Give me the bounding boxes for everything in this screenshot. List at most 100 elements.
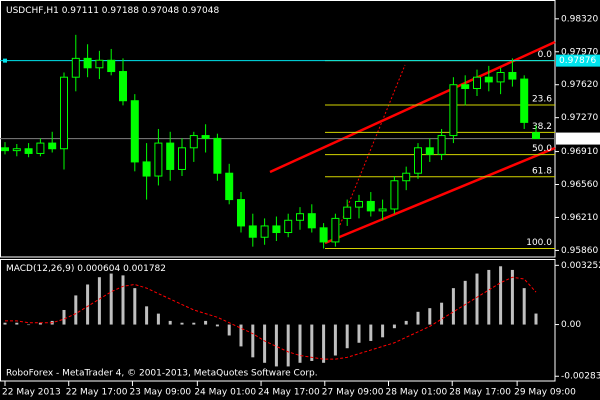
macd-bar xyxy=(27,324,31,326)
candle-body xyxy=(449,84,458,137)
macd-bar xyxy=(404,320,408,325)
macd-bar xyxy=(38,322,42,325)
candle-body xyxy=(307,213,316,229)
macd-bar xyxy=(463,280,467,325)
macd-bar xyxy=(62,309,66,325)
macd-bar xyxy=(168,320,172,325)
y-tick-label: 0.96910 xyxy=(561,147,598,157)
candle-body xyxy=(213,137,222,174)
x-tick-label: 24 May 01:00 xyxy=(194,388,256,398)
macd-bar xyxy=(204,320,208,325)
candle-body xyxy=(461,84,470,89)
macd-bar xyxy=(322,324,326,363)
candle-body xyxy=(331,217,340,243)
macd-bar xyxy=(369,324,373,341)
x-tick-label: 23 May 09:00 xyxy=(129,388,191,398)
candle-body xyxy=(296,213,304,221)
macd-bar xyxy=(180,322,184,325)
candle-body xyxy=(24,148,33,154)
y-tick-label: 0.96210 xyxy=(561,213,598,223)
macd-bar xyxy=(145,306,149,325)
main-panel-frame xyxy=(0,0,556,258)
candle-body xyxy=(402,172,411,182)
candle-body xyxy=(520,78,529,123)
candle-body xyxy=(496,71,505,83)
hline-tag xyxy=(556,54,600,67)
candle-body xyxy=(178,147,186,170)
macd-value: 0.000604 xyxy=(77,264,120,274)
macd-bar xyxy=(534,313,538,325)
header-close: 0.97048 xyxy=(182,6,219,16)
candle-body xyxy=(390,180,399,210)
candle-body xyxy=(355,200,363,208)
x-tick-label: 27 May 09:00 xyxy=(322,388,384,398)
candle-body xyxy=(473,76,481,89)
footer: RoboForex - MetaTrader 4, © 2001-2013, M… xyxy=(6,369,318,379)
candle-body xyxy=(36,142,45,154)
macd-bar xyxy=(74,295,78,325)
y-tick-label: 0.97970 xyxy=(561,47,598,57)
macd-bar xyxy=(156,313,160,325)
candle-body xyxy=(71,57,80,78)
y-tick-label: 0.97270 xyxy=(561,113,598,123)
fib-label: 61.8 xyxy=(532,166,552,176)
macd-bar xyxy=(239,324,243,347)
macd-header: MACD(12,26,9) 0.000604 0.001782 xyxy=(6,264,166,274)
x-tick-label: 28 May 17:00 xyxy=(449,388,511,398)
y-tick-label: 0.00 xyxy=(561,320,581,330)
macd-bar xyxy=(416,311,420,325)
x-tick-label: 24 May 17:00 xyxy=(258,388,320,398)
fib-label: 38.2 xyxy=(532,122,552,132)
candle-body xyxy=(60,76,68,150)
macd-bar xyxy=(97,277,101,325)
candle-body xyxy=(343,206,352,219)
candle-body xyxy=(378,208,387,212)
candle-body xyxy=(248,225,257,238)
candle-body xyxy=(189,135,198,149)
x-tick-label: 29 May 09:00 xyxy=(514,388,576,398)
y-tick-label: 0.003252 xyxy=(561,261,600,271)
macd-bar xyxy=(381,324,385,338)
candle-body xyxy=(414,147,422,174)
macd-bar xyxy=(274,324,278,367)
macd-title: MACD(12,26,9) xyxy=(6,264,74,274)
price-tag xyxy=(556,132,600,145)
candle-body xyxy=(95,59,104,69)
candle-body xyxy=(425,147,434,155)
x-tick-label: 28 May 01:00 xyxy=(386,388,448,398)
fib-label: 100.0 xyxy=(526,238,552,248)
macd-bar xyxy=(345,324,349,349)
macd-bar xyxy=(499,266,503,325)
candle-body xyxy=(225,172,234,201)
candle-body xyxy=(12,148,21,152)
candle-body xyxy=(437,135,446,155)
macd-panel-frame xyxy=(0,259,556,382)
macd-bar xyxy=(487,269,491,325)
candle-body xyxy=(260,225,269,238)
macd-bar xyxy=(227,324,231,336)
y-tick-label: 0.96560 xyxy=(561,180,598,190)
candle-body xyxy=(142,161,151,177)
symbol: USDCHF,H1 xyxy=(6,6,59,16)
x-tick-label: 22 May 2013 xyxy=(2,388,61,398)
candle-body xyxy=(201,135,210,139)
candle-body xyxy=(119,71,127,102)
macd-bar xyxy=(428,308,432,325)
hline-marker xyxy=(3,58,7,63)
macd-bar xyxy=(392,324,396,329)
hline-tag-label: 0.97876 xyxy=(559,56,596,66)
fib-label: 50.0 xyxy=(532,144,552,154)
macd-bar xyxy=(451,288,455,325)
macd-bar xyxy=(263,324,267,363)
macd-bar xyxy=(251,324,255,358)
macd-bar xyxy=(3,322,7,325)
candle-body xyxy=(319,227,328,243)
macd-bar xyxy=(310,324,314,361)
candle-body xyxy=(83,57,92,69)
macd-bar xyxy=(298,324,302,363)
macd-bar xyxy=(133,288,137,325)
x-tick-label: 22 May 17:00 xyxy=(66,388,128,398)
macd-bar xyxy=(86,284,90,325)
